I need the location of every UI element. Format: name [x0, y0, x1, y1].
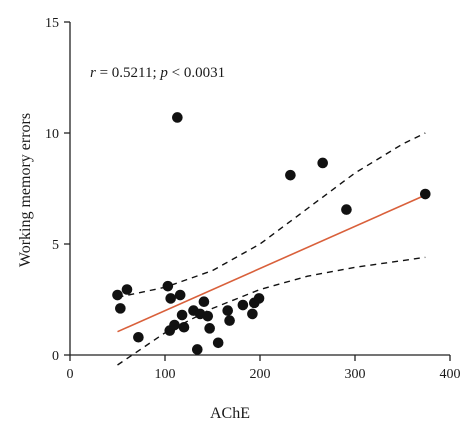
x-tick-label: 100: [155, 367, 176, 382]
data-points: [112, 112, 431, 355]
y-tick-label: 15: [45, 16, 59, 31]
r-symbol: r: [90, 65, 96, 81]
data-point: [198, 296, 210, 308]
correlation-annotation: r = 0.5211; p < 0.0031: [90, 65, 225, 81]
data-point: [174, 289, 186, 301]
y-tick-label: 0: [52, 349, 59, 364]
data-point: [212, 337, 224, 349]
data-point: [224, 315, 235, 326]
data-point: [247, 308, 258, 320]
data-point: [253, 293, 265, 304]
data-point: [204, 323, 215, 334]
data-point: [202, 310, 214, 322]
data-point: [121, 284, 133, 295]
data-point: [162, 280, 174, 292]
data-point: [192, 344, 203, 355]
data-point: [115, 303, 126, 314]
data-point: [285, 169, 296, 181]
regression-line: [117, 194, 426, 333]
r-value: = 0.5211;: [96, 65, 161, 81]
data-point: [165, 293, 176, 304]
data-point: [133, 331, 144, 343]
x-ticks: 0 100 200 300 400: [67, 355, 461, 382]
confidence-upper-line: [117, 132, 426, 298]
data-point: [169, 319, 180, 331]
x-axis-label: AChE: [210, 405, 250, 422]
x-tick-label: 0: [67, 367, 74, 382]
x-tick-label: 300: [345, 367, 366, 382]
x-tick-label: 200: [250, 367, 271, 382]
y-ticks: 0 5 10 15: [45, 16, 70, 364]
y-axis-label: Working memory errors: [17, 113, 34, 267]
data-point: [420, 188, 431, 200]
data-point: [176, 309, 188, 321]
data-point: [317, 157, 329, 169]
data-point: [341, 204, 352, 215]
data-point: [112, 289, 123, 301]
regression-line-group: [117, 194, 426, 333]
data-point: [237, 299, 249, 311]
y-tick-label: 10: [45, 127, 59, 142]
x-tick-label: 400: [440, 367, 461, 382]
y-tick-label: 5: [52, 238, 59, 253]
data-point: [222, 305, 233, 316]
data-point: [172, 112, 183, 123]
p-symbol: p: [159, 65, 168, 81]
confidence-band: [117, 132, 426, 366]
p-value: < 0.0031: [168, 65, 225, 81]
data-point: [178, 321, 190, 333]
